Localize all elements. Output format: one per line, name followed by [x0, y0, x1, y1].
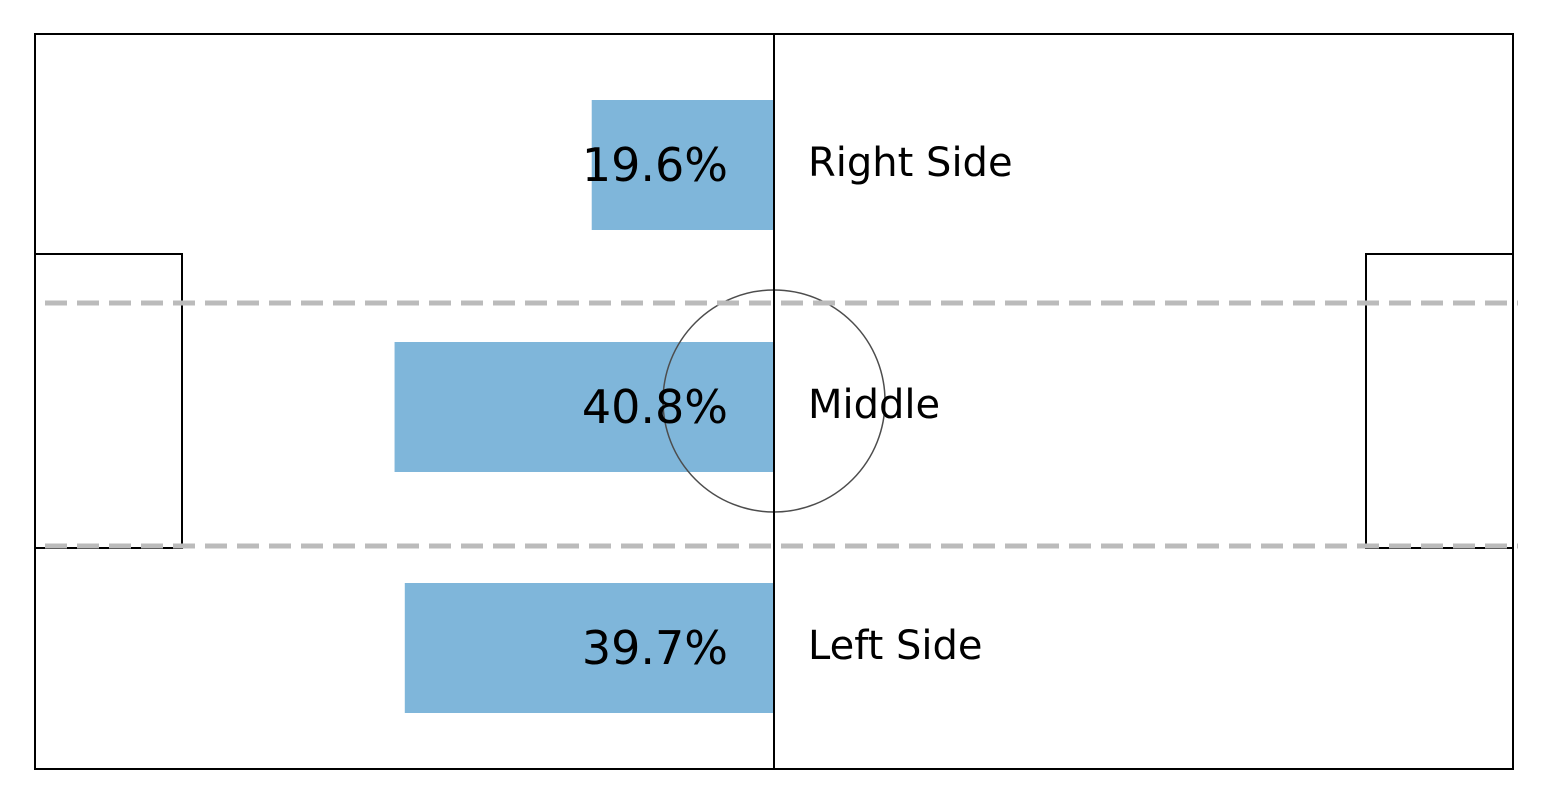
bar-right-side — [591, 100, 774, 230]
zone-label-middle: Middle — [808, 382, 940, 428]
bar-left-side — [404, 583, 774, 713]
bar-value-left-side: 39.7% — [582, 621, 728, 675]
zone-dividers — [45, 300, 1518, 549]
zone-label-left-side: Left Side — [808, 623, 982, 669]
bar-value-middle: 40.8% — [582, 380, 728, 434]
bar-middle — [394, 342, 774, 472]
left-penalty-box — [34, 253, 183, 549]
labels-layer: 19.6% Right Side 40.8% Middle 39.7% Left Side — [582, 138, 1013, 675]
zone-label-right-side: Right Side — [808, 140, 1013, 186]
bar-value-right-side: 19.6% — [582, 138, 728, 192]
bars-layer — [394, 100, 774, 713]
